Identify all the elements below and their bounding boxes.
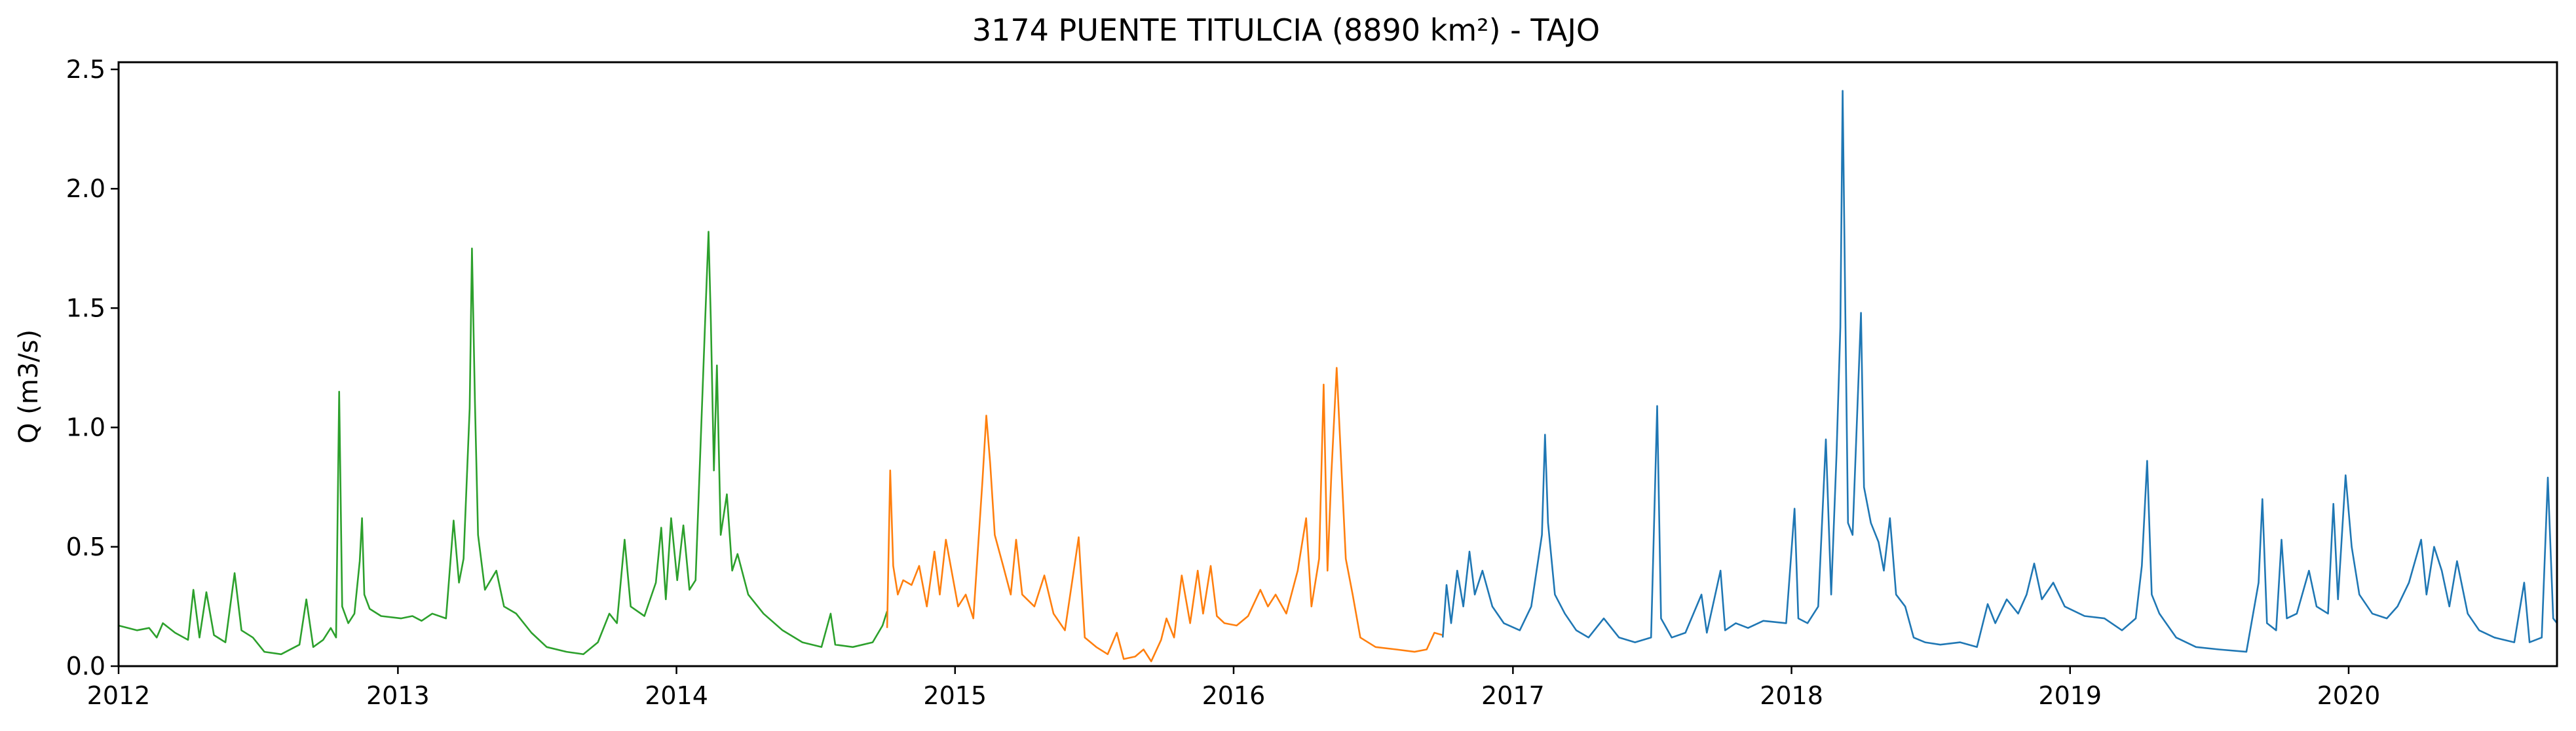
series-line-1: [118, 231, 888, 656]
y-tick-label: 0.5: [66, 533, 105, 561]
x-tick-label: 2015: [923, 681, 987, 710]
x-tick-label: 2020: [2317, 681, 2381, 710]
x-tick-label: 2018: [1760, 681, 1823, 710]
x-tick-label: 2019: [2038, 681, 2102, 710]
y-tick-label: 0.0: [66, 652, 105, 681]
x-tick-label: 2012: [87, 681, 151, 710]
plot-lines: [118, 90, 2558, 663]
y-tick-label: 1.0: [66, 413, 105, 442]
x-axis: 2012 2013 2014 2015 2016 2017 2018 2019 2020: [87, 666, 2381, 710]
series-line-2: [886, 367, 1443, 663]
y-axis: 0.0 0.5 1.0 1.5 2.0 2.5: [66, 55, 119, 681]
plot-area-frame: [117, 61, 2558, 667]
x-tick-label: 2016: [1202, 681, 1266, 710]
series-line-3: [1441, 90, 2558, 653]
y-tick-label: 2.0: [66, 174, 105, 203]
x-tick-label: 2013: [366, 681, 430, 710]
x-tick-label: 2017: [1481, 681, 1545, 710]
y-axis-label: Q (m3/s): [14, 329, 44, 443]
y-tick-label: 1.5: [66, 293, 105, 322]
y-tick-label: 2.5: [66, 55, 105, 84]
x-tick-label: 2014: [645, 681, 708, 710]
chart-title: 3174 PUENTE TITULCIA (8890 km²) - TAJO: [972, 12, 1600, 48]
